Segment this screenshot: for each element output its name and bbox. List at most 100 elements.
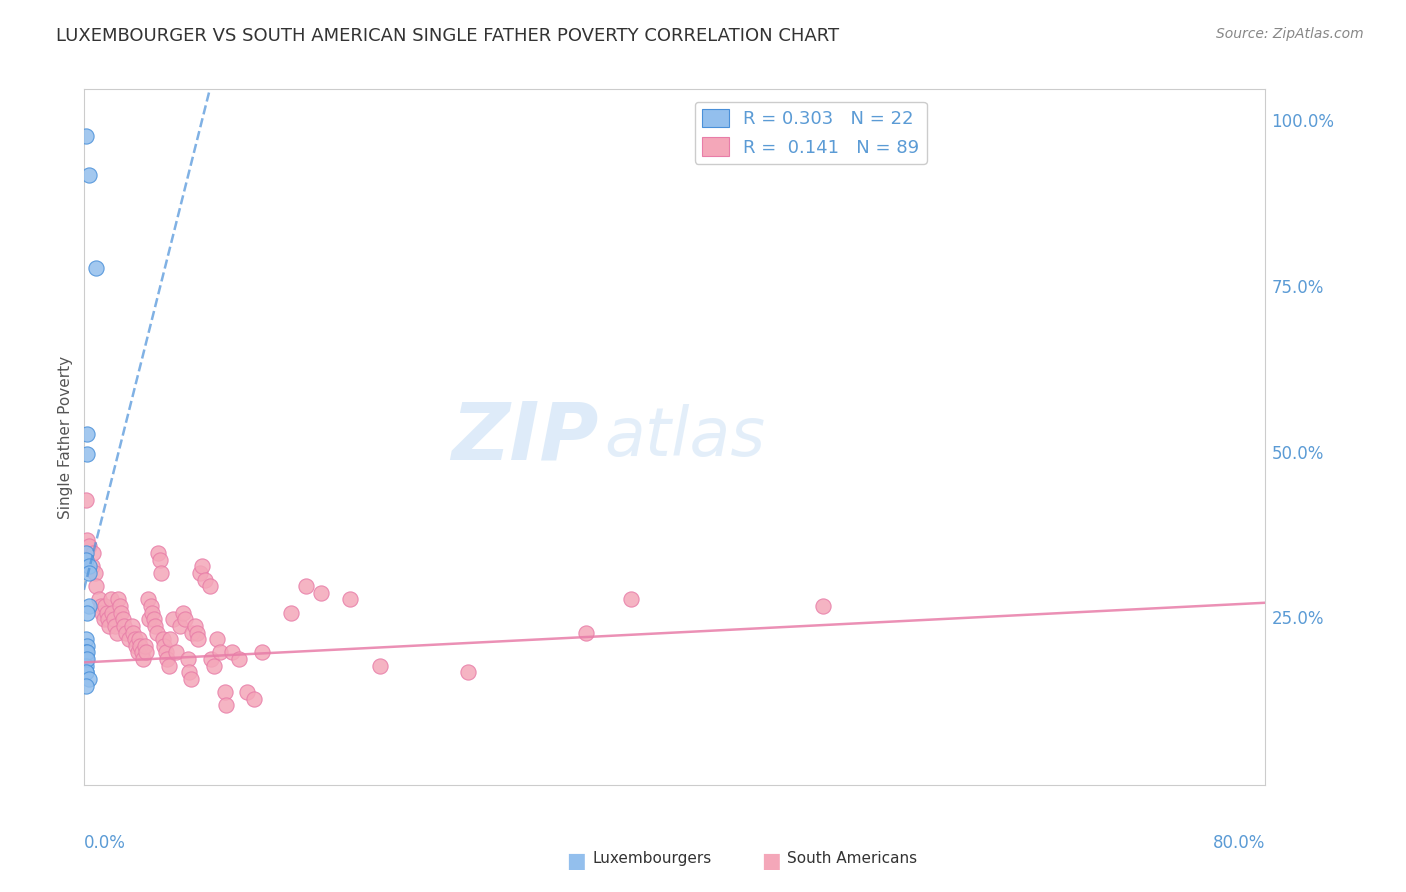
Point (243, 691, 266, 706)
Point (202, 658, 225, 673)
Point (75, 665, 97, 680)
Point (112, 619, 135, 633)
Point (76, 652, 98, 666)
Point (122, 625, 145, 640)
Point (75, 546, 97, 560)
Point (75, 128, 97, 143)
Point (132, 652, 155, 666)
Point (228, 652, 250, 666)
Point (103, 612, 125, 626)
Point (153, 639, 176, 653)
Point (77, 169, 100, 183)
Point (172, 606, 194, 620)
Text: 75.0%: 75.0% (1271, 279, 1323, 297)
Point (142, 612, 165, 626)
Point (148, 546, 170, 560)
Point (111, 612, 134, 626)
Point (295, 579, 318, 593)
Point (75, 652, 97, 666)
Point (91, 606, 114, 620)
Point (75, 552, 97, 566)
Text: 100.0%: 100.0% (1271, 113, 1334, 131)
Y-axis label: Single Father Poverty: Single Father Poverty (58, 356, 73, 518)
Point (162, 612, 184, 626)
Point (235, 685, 259, 699)
Point (94, 599, 117, 613)
Point (107, 592, 129, 607)
Point (181, 625, 204, 640)
Point (250, 645, 273, 659)
Point (98, 619, 121, 633)
Point (77, 540, 100, 554)
Point (131, 645, 153, 659)
Point (100, 592, 122, 607)
Point (457, 665, 479, 680)
Point (169, 619, 191, 633)
Point (575, 625, 598, 640)
Point (191, 559, 214, 574)
Text: atlas: atlas (605, 404, 765, 470)
Point (309, 586, 332, 600)
Point (118, 632, 141, 647)
Text: ■: ■ (762, 851, 782, 871)
Point (77, 566, 100, 580)
Point (110, 606, 132, 620)
Point (93, 612, 115, 626)
Point (215, 698, 238, 713)
Point (114, 625, 136, 640)
Point (209, 645, 232, 659)
Point (143, 619, 166, 633)
Point (75, 658, 97, 673)
Point (90, 599, 112, 613)
Point (129, 639, 152, 653)
Point (82, 546, 104, 560)
Point (339, 592, 361, 607)
Point (75, 645, 97, 659)
Point (187, 632, 209, 647)
Point (77, 559, 100, 574)
Point (135, 645, 157, 659)
Point (105, 625, 128, 640)
Point (152, 632, 174, 647)
Text: LUXEMBOURGER VS SOUTH AMERICAN SINGLE FATHER POVERTY CORRELATION CHART: LUXEMBOURGER VS SOUTH AMERICAN SINGLE FA… (56, 27, 839, 45)
Point (149, 552, 172, 566)
Point (96, 606, 118, 620)
Text: South Americans: South Americans (787, 851, 917, 866)
Point (156, 652, 179, 666)
Point (177, 652, 200, 666)
Point (75, 493, 97, 508)
Point (76, 645, 98, 659)
Point (139, 599, 162, 613)
Point (75, 665, 97, 680)
Point (77, 599, 100, 613)
Point (76, 639, 98, 653)
Point (198, 579, 221, 593)
Point (368, 658, 391, 673)
Point (134, 639, 156, 653)
Point (184, 619, 207, 633)
Text: ■: ■ (567, 851, 586, 871)
Point (124, 632, 146, 647)
Point (121, 619, 143, 633)
Point (128, 632, 150, 647)
Point (76, 606, 98, 620)
Point (138, 612, 160, 626)
Point (97, 612, 120, 626)
Point (83, 566, 105, 580)
Text: ZIP: ZIP (451, 398, 598, 476)
Point (619, 592, 641, 607)
Point (76, 447, 98, 461)
Point (150, 566, 173, 580)
Point (280, 606, 302, 620)
Point (145, 625, 167, 640)
Point (127, 645, 149, 659)
Point (101, 606, 124, 620)
Point (84, 261, 107, 276)
Point (173, 612, 195, 626)
Text: Luxembourgers: Luxembourgers (592, 851, 711, 866)
Point (200, 652, 222, 666)
Point (159, 632, 181, 647)
Point (136, 592, 159, 607)
Point (87, 592, 111, 607)
Text: 80.0%: 80.0% (1213, 834, 1265, 852)
